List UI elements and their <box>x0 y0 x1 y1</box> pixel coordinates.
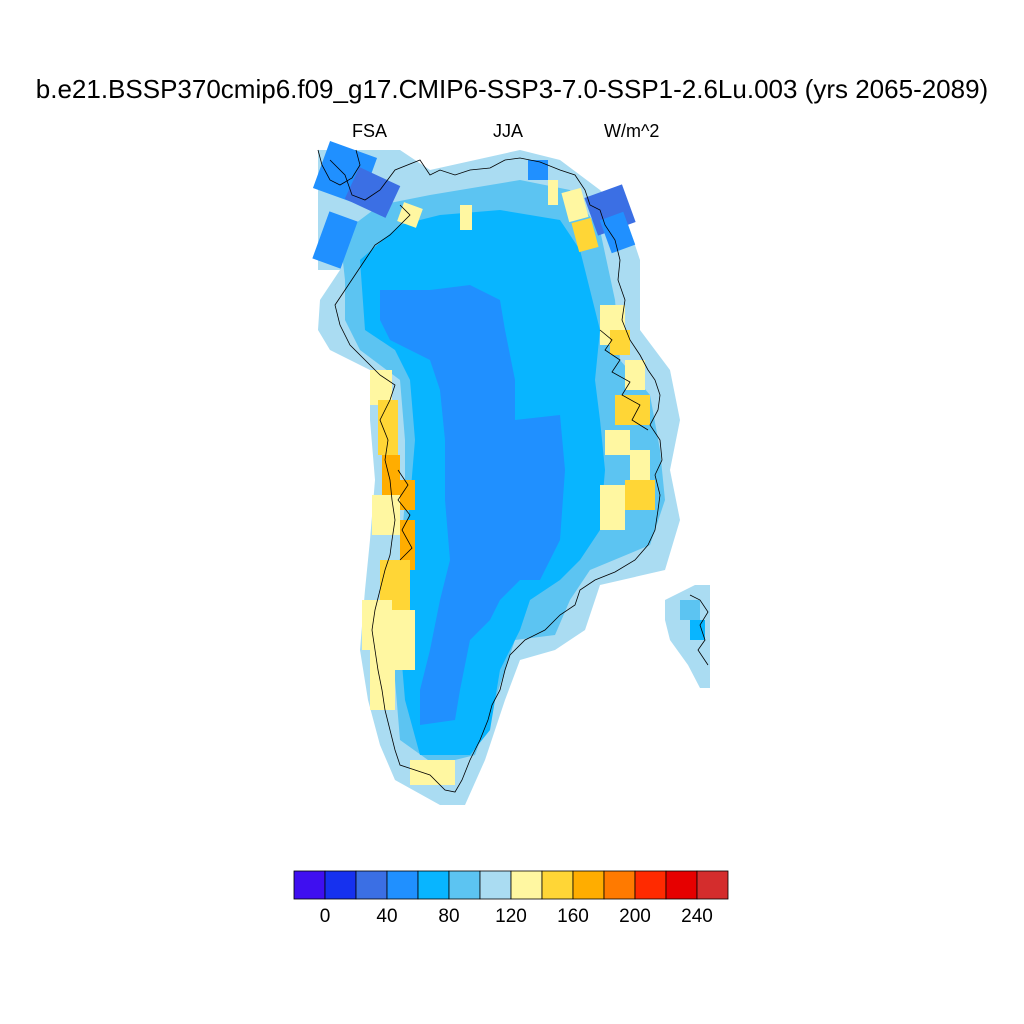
map-cell <box>312 211 358 269</box>
coastline-north-island <box>317 149 361 186</box>
colorbar-swatch <box>293 870 326 900</box>
map-cell <box>561 187 589 223</box>
colorbar-swatch <box>510 870 543 900</box>
colorbar-swatch <box>386 870 419 900</box>
map-cell <box>410 760 455 785</box>
colorbar-swatch <box>603 870 636 900</box>
colorbar-swatch <box>417 870 450 900</box>
coastline-east-fjords <box>599 329 649 431</box>
colorbar-swatch <box>355 870 388 900</box>
map-cell <box>690 620 705 640</box>
colorbar-tick-label: 200 <box>619 906 651 927</box>
map-cell <box>370 370 392 405</box>
map-cell <box>548 180 558 205</box>
colorbar-tick-label: 240 <box>681 906 713 927</box>
colorbar-swatch <box>448 870 481 900</box>
colorbar-swatch <box>665 870 698 900</box>
map-cell <box>571 217 599 253</box>
map-cell <box>610 330 630 355</box>
plot-title: b.e21.BSSP370cmip6.f09_g17.CMIP6-SSP3-7.… <box>35 74 989 104</box>
coastline-west-fjords <box>397 469 413 561</box>
colorbar-swatch <box>541 870 574 900</box>
coastline-main <box>329 157 663 793</box>
colorbar-swatch <box>634 870 667 900</box>
colorbar-tick-label: 160 <box>557 906 589 927</box>
colorbar-tick-label: 40 <box>376 906 398 927</box>
colorbar-swatch <box>324 870 357 900</box>
season-label: JJA <box>493 121 524 141</box>
map-cell <box>460 205 472 230</box>
map-cell <box>528 160 548 180</box>
map-cell <box>390 610 415 670</box>
map-cell <box>600 485 625 530</box>
colorbar-tick-label: 0 <box>319 906 331 927</box>
map-cell <box>625 480 655 510</box>
units-label: W/m^2 <box>604 121 660 141</box>
map-cell <box>605 430 630 455</box>
colorbar <box>293 870 729 900</box>
colorbar-swatch <box>479 870 512 900</box>
map-cells <box>312 140 710 805</box>
colorbar-swatch <box>572 870 605 900</box>
map-cell <box>362 600 392 650</box>
colorbar-tick-label: 80 <box>438 906 460 927</box>
map-cell <box>599 211 636 254</box>
coastline <box>317 149 709 793</box>
map-cell <box>372 495 400 535</box>
variable-label: FSA <box>352 121 388 141</box>
colorbar-swatch <box>696 870 729 900</box>
coastline-iceland <box>689 594 709 666</box>
colorbar-tick-label: 120 <box>495 906 527 927</box>
map-cell <box>378 400 398 455</box>
map-cell <box>680 600 700 620</box>
map-region <box>380 285 565 725</box>
map-cell <box>344 167 401 218</box>
